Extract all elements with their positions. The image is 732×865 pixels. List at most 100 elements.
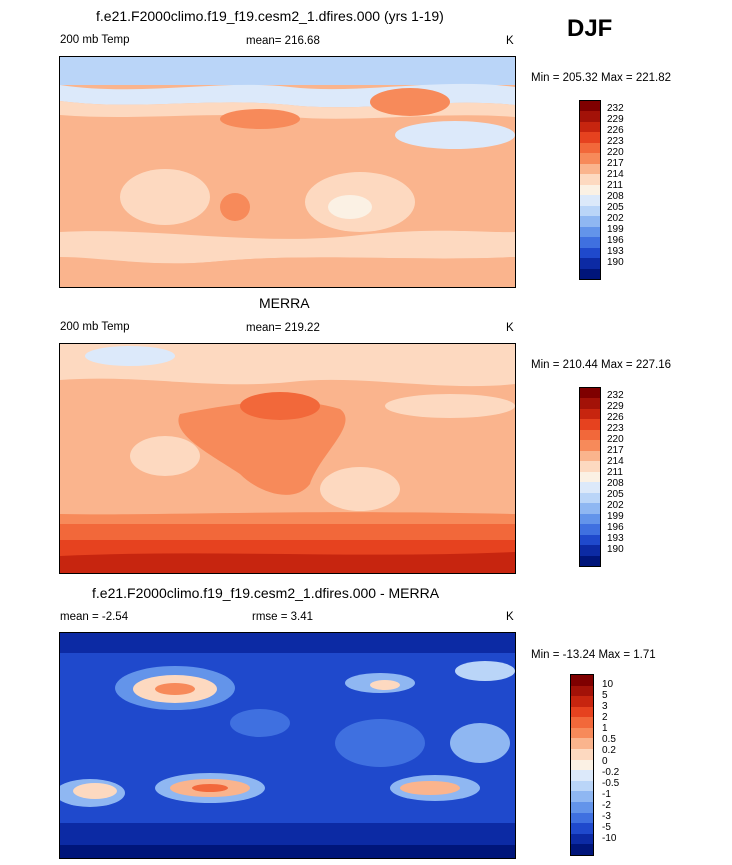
colorbar-tick-label: 214 [607,456,624,467]
colorbar-swatch [580,226,600,238]
colorbar-tick-label: 5 [602,690,608,701]
colorbar-tick-label: -1 [602,789,611,800]
colorbar-tick-label: -0.2 [602,767,620,778]
colorbar-tick-label: 190 [607,257,624,268]
colorbar-swatch [571,812,593,824]
colorbar-swatch [571,717,593,728]
colorbar-swatch [580,163,600,175]
colorbar-swatch [571,791,593,802]
colorbar-tick-label: -3 [602,811,611,822]
colorbar-tick-label: 220 [607,147,624,158]
panel-center-label: rmse = 3.41 [252,611,314,623]
colorbar-tick-label: 211 [607,180,623,191]
colorbar-swatch [571,844,593,855]
colorbar-swatch [580,237,600,248]
colorbar-tick-label: -0.5 [602,778,620,789]
colorbar-swatch [580,184,600,196]
panel-title: f.e21.F2000climo.f19_f19.cesm2_1.dfires.… [92,585,440,601]
colorbar-swatch [580,503,600,514]
colorbar-swatch [571,833,593,845]
colorbar-swatch [580,429,600,441]
colorbar-swatch [571,780,593,792]
panel-title: MERRA [259,295,310,311]
colorbar-tick-label: 199 [607,224,624,235]
colorbar-tick-label: 223 [607,423,624,434]
map-field [60,633,515,858]
panel-minmax: Min = 210.44 Max = 227.16 [531,359,672,371]
colorbar-swatch [580,419,600,430]
colorbar-tick-label: 10 [602,679,614,690]
colorbar-swatch [580,195,600,206]
colorbar-tick-label: 223 [607,136,624,147]
colorbar-swatch [580,440,600,451]
panel-title: f.e21.F2000climo.f19_f19.cesm2_1.dfires.… [96,8,444,24]
colorbar-tick-label: 226 [607,412,624,423]
colorbar-tick-label: 202 [607,213,624,224]
colorbar-tick-label: 232 [607,390,624,401]
colorbar-swatch [571,759,593,771]
colorbar-swatch [580,174,600,185]
colorbar-tick-label: 202 [607,500,624,511]
colorbar-swatch [571,801,593,813]
colorbar-tick-label: 193 [607,246,624,257]
colorbar-tick-label: -2 [602,800,611,811]
colorbar-swatch [571,738,593,750]
colorbar-swatch [580,205,600,217]
colorbar-swatch [580,408,600,420]
colorbar-tick-label: -5 [602,822,611,833]
colorbar-tick-label: 214 [607,169,624,180]
colorbar-swatches [579,387,601,567]
colorbar-tick-label: 211 [607,467,623,478]
colorbar-swatch [580,388,600,399]
colorbar-swatch [580,111,600,122]
map-field [60,57,515,287]
colorbar-tick-label: 193 [607,533,624,544]
colorbar-tick-label: 0 [602,756,608,767]
colorbar-tick-label: -10 [602,833,617,844]
colorbar-tick-label: 0.2 [602,745,616,756]
panel-left-label: mean = -2.54 [60,611,129,623]
colorbar-swatch [571,685,593,697]
panel-left-label: 200 mb Temp [60,34,130,46]
colorbar-swatch [580,132,600,143]
colorbar-tick-label: 190 [607,544,624,555]
colorbar-swatch [571,727,593,739]
colorbar-swatch [580,482,600,493]
colorbar-tick-label: 220 [607,434,624,445]
colorbar-tick-label: 196 [607,522,624,533]
colorbar-swatch [571,823,593,834]
panel-left-label: 200 mb Temp [60,321,130,333]
colorbar-swatches [579,100,601,280]
panel-units: K [506,322,514,334]
colorbar-swatch [580,555,600,566]
colorbar-tick-label: 199 [607,511,624,522]
colorbar-tick-label: 217 [607,158,624,169]
panel-minmax: Min = -13.24 Max = 1.71 [531,649,656,661]
map-field [60,344,515,573]
colorbar-swatch [571,770,593,781]
map-panel [59,56,516,288]
colorbar-tick-label: 1 [602,723,608,734]
colorbar-swatches [570,674,594,856]
colorbar-tick-label: 205 [607,202,624,213]
colorbar-tick-label: 205 [607,489,624,500]
colorbar-tick-label: 229 [607,114,624,125]
panel-minmax: Min = 205.32 Max = 221.82 [531,72,672,84]
colorbar-swatch [580,121,600,133]
colorbar-swatch [580,101,600,112]
colorbar-swatch [571,706,593,718]
panel-units: K [506,611,514,623]
colorbar-swatch [571,749,593,760]
colorbar-tick-label: 208 [607,478,624,489]
colorbar-swatch [580,524,600,535]
colorbar-tick-label: 196 [607,235,624,246]
colorbar-swatch [580,216,600,227]
colorbar-swatch [571,696,593,707]
colorbar-tick-label: 226 [607,125,624,136]
colorbar-tick-label: 0.5 [602,734,616,745]
panel-center-label: mean= 216.68 [246,35,320,47]
panel-center-label: mean= 219.22 [246,322,320,334]
colorbar-swatch [580,258,600,269]
season-label: DJF [567,15,613,42]
colorbar-swatch [580,471,600,483]
